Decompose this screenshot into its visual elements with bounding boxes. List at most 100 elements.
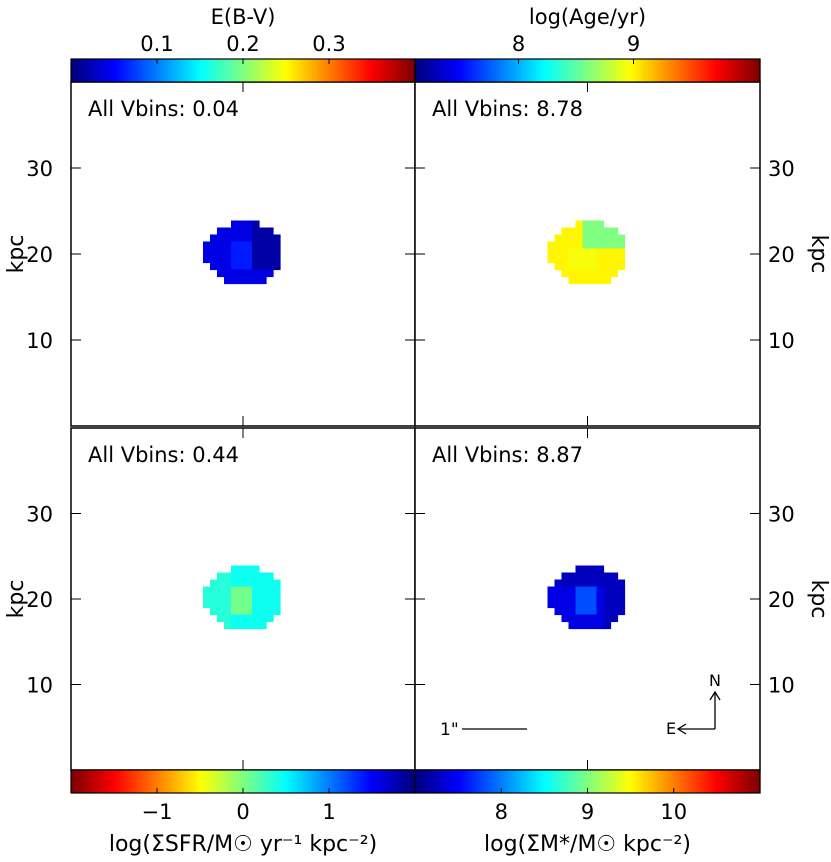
colorbar-swatch (366, 59, 370, 82)
galaxy-pixel (610, 586, 619, 595)
galaxy-pixel (259, 276, 267, 285)
galaxy-pixel (259, 262, 267, 271)
colorbar-swatch (128, 770, 132, 793)
galaxy-pixel (238, 262, 246, 271)
colorbar-swatch (377, 59, 382, 82)
colorbar-swatch (435, 770, 439, 793)
colorbar-swatch (277, 770, 281, 793)
colorbar-swatch (647, 770, 652, 793)
colorbar-swatch (409, 59, 413, 82)
colorbar-swatch (91, 59, 95, 82)
colorbar-swatch (114, 59, 118, 82)
colorbar-swatch (653, 770, 658, 793)
colorbar-swatch (400, 770, 405, 793)
galaxy-map (203, 565, 281, 630)
galaxy-pixel (582, 241, 591, 250)
colorbar-swatch (283, 770, 287, 793)
colorbar-tick-label: 0.2 (226, 32, 259, 56)
colorbar-swatch (550, 770, 554, 793)
colorbar-swatch (553, 770, 557, 793)
colorbar-swatch (532, 770, 537, 793)
colorbar-swatch (739, 59, 744, 82)
galaxy-pixel (617, 586, 626, 595)
galaxy-pixel (231, 614, 239, 623)
panel-annotation: All Vbins: 8.87 (432, 443, 583, 467)
compass-north-label: N (709, 671, 721, 690)
colorbar-swatch (237, 770, 241, 793)
colorbar-swatch (234, 770, 238, 793)
colorbar-swatch (208, 59, 213, 82)
galaxy-pixel (238, 255, 246, 264)
galaxy-pixel (582, 276, 591, 285)
colorbar-swatch (286, 770, 290, 793)
colorbar-swatch (380, 770, 385, 793)
galaxy-pixel (231, 255, 239, 264)
colorbar-swatch (509, 59, 514, 82)
galaxy-pixel (245, 621, 253, 630)
galaxy-pixel (617, 248, 626, 257)
galaxy-map (547, 565, 626, 630)
galaxy-pixel (589, 579, 598, 588)
colorbar-swatch (263, 770, 267, 793)
colorbar-swatch (685, 770, 689, 793)
colorbar-swatch (696, 59, 701, 82)
colorbar-swatch (662, 59, 666, 82)
galaxy-pixel (582, 621, 591, 630)
galaxy-pixel (561, 607, 570, 616)
galaxy-pixel (582, 572, 591, 581)
galaxy-pixel (273, 248, 281, 257)
colorbar-swatch (222, 59, 227, 82)
galaxy-pixel (266, 262, 274, 271)
colorbar-swatch (131, 59, 135, 82)
colorbar-swatch (148, 59, 152, 82)
galaxy-pixel (596, 614, 605, 623)
galaxy-pixel (259, 269, 267, 278)
colorbar-swatch (484, 59, 488, 82)
galaxy-pixel (589, 248, 598, 257)
galaxy-pixel (252, 248, 260, 257)
colorbar-swatch (85, 59, 89, 82)
colorbar-swatch (145, 59, 149, 82)
colorbar-swatch (676, 770, 681, 793)
galaxy-pixel (238, 593, 246, 602)
galaxy-pixel (575, 607, 584, 616)
galaxy-pixel (217, 586, 225, 595)
galaxy-pixel (231, 607, 239, 616)
panel-annotation: All Vbins: 8.78 (432, 97, 583, 121)
colorbar-swatch (369, 770, 373, 793)
galaxy-pixel (224, 607, 232, 616)
galaxy-pixel (224, 234, 232, 243)
galaxy-pixel (610, 269, 619, 278)
galaxy-pixel (554, 262, 563, 271)
galaxy-pixel (210, 600, 218, 609)
colorbar-swatch (708, 770, 712, 793)
galaxy-pixel (582, 565, 591, 574)
colorbar-swatch (231, 770, 235, 793)
colorbar-swatch (265, 59, 270, 82)
colorbar-swatch (96, 59, 101, 82)
colorbar-swatch (596, 770, 600, 793)
colorbar-swatch (576, 770, 580, 793)
galaxy-pixel (589, 621, 598, 630)
galaxy-pixel (203, 600, 211, 609)
colorbar-swatch (357, 59, 362, 82)
colorbar-swatch (334, 59, 339, 82)
colorbar-swatch (458, 770, 462, 793)
colorbar-swatch (599, 59, 603, 82)
colorbar-swatch (105, 59, 109, 82)
galaxy-pixel (610, 255, 619, 264)
colorbar-swatch (751, 770, 755, 793)
colorbar-swatch (544, 59, 548, 82)
colorbar-swatch (607, 770, 612, 793)
galaxy-pixel (568, 572, 577, 581)
colorbar-swatch (587, 59, 591, 82)
colorbar-swatch (111, 59, 115, 82)
colorbar-swatch (73, 770, 78, 793)
colorbar-swatch (131, 770, 135, 793)
galaxy-pixel (603, 600, 612, 609)
galaxy-pixel (603, 276, 612, 285)
colorbar-swatch (507, 59, 511, 82)
galaxy-pixel (245, 241, 253, 250)
colorbar-swatch (326, 59, 330, 82)
colorbar-swatch (162, 770, 167, 793)
